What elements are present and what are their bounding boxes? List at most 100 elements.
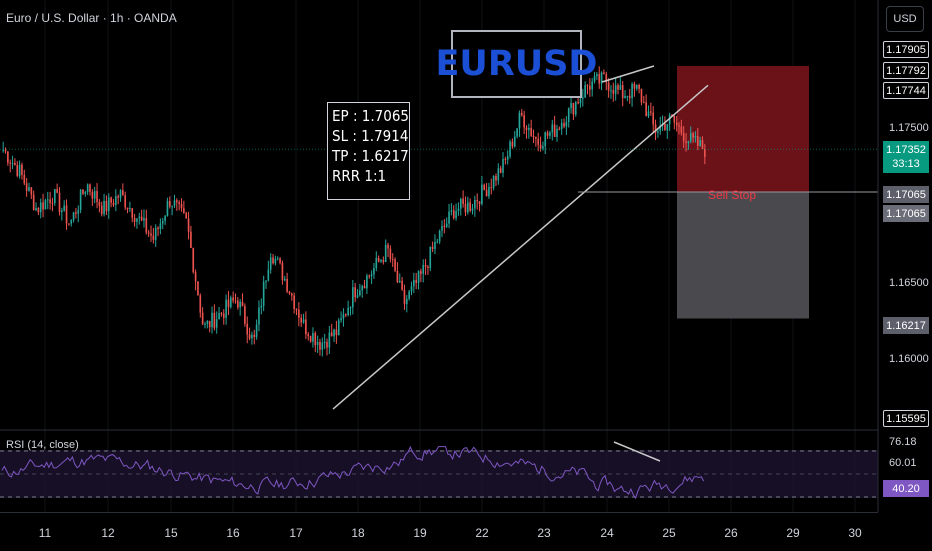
candle-body [356,295,359,298]
trendline[interactable] [332,84,709,410]
candle-body [190,231,192,248]
candle-body [405,298,408,305]
candle-body [532,135,535,137]
candle-body [354,287,356,298]
entry-price-tag-2: 1.17065 [883,205,929,222]
candle-body [391,258,394,260]
candle-body [143,218,145,221]
candle-body [335,329,338,336]
take-profit-text: TP : 1.6217 [332,147,409,165]
candle-body [79,189,82,211]
candle-body [53,189,56,204]
candle-body [647,111,650,117]
time-label: 11 [38,526,52,540]
candle-body [187,218,190,232]
price-tag-2: 1.17792 [883,62,929,79]
time-label: 16 [226,526,240,540]
candle-body [211,312,213,328]
rsi-value-tag: 40.20 [883,480,929,497]
rsi-level-label: 60.01 [889,457,917,469]
candle-body [150,233,152,236]
candle-body [678,125,680,127]
currency-button[interactable]: USD [886,6,924,32]
candle-body [549,132,551,136]
candle-body [312,332,314,342]
candle-body [375,258,378,268]
candle-body [607,82,610,91]
candle-body [96,191,98,203]
candle-body [70,220,73,224]
candle-body [574,102,577,115]
stop-loss-zone[interactable] [677,65,809,193]
candle-body [455,211,457,219]
candle-body [91,191,94,199]
candle-body [72,212,75,221]
candle-body [253,334,256,338]
candle-body [138,216,141,219]
candle-body [668,114,671,125]
candle-body [635,84,638,89]
candle-body [98,202,101,206]
candle-body [46,199,49,201]
candle-body [145,218,148,233]
candle-body [584,85,586,98]
trade-info-box[interactable]: EP : 1.7065 SL : 1.7914 TP : 1.6217 RRR … [327,102,410,200]
candle-body [490,187,493,189]
candle-body [675,122,678,126]
candle-body [492,175,495,188]
divergence-line-top[interactable] [601,65,655,83]
candle-body [126,207,129,210]
rsi-divergence-line[interactable] [613,441,661,462]
candle-body [619,85,622,90]
candle-body [267,269,270,281]
time-label: 17 [289,526,303,540]
candle-body [340,318,342,321]
take-profit-zone[interactable] [677,192,809,319]
candle-body [563,123,565,127]
candle-body [612,90,615,94]
candle-body [84,191,87,194]
candle-body [476,200,479,202]
candle-body [269,257,272,270]
candle-body [652,112,655,125]
candle-body [326,342,328,348]
candle-body [176,200,178,203]
candle-body [75,212,77,214]
eurusd-title-box[interactable]: EURUSD [436,30,597,98]
candle-body [520,112,523,116]
candle-body [387,244,389,249]
candle-body [89,184,91,192]
candle-body [518,112,521,129]
candle-body [415,280,418,283]
candle-body [474,200,476,209]
candle-body [471,208,474,211]
candle-body [642,102,645,104]
candle-body [673,115,676,123]
candle-body [560,123,563,129]
candle-body [157,227,159,229]
candle-body [626,95,629,97]
time-axis[interactable] [0,512,878,551]
candle-body [546,132,549,136]
candle-body [696,136,699,146]
candle-body [495,175,497,181]
candle-body [63,205,66,211]
candle-body [417,271,420,283]
candle-body [103,200,105,215]
candle-body [640,88,643,103]
candle-body [659,125,662,132]
rsi-legend[interactable]: RSI (14, close) [6,439,79,451]
candle-body [485,190,488,197]
candle-body [680,126,683,134]
candle-body [528,127,530,130]
candle-body [523,115,525,128]
candle-body [624,95,626,98]
candle-body [281,263,284,281]
price-label: 1.16500 [889,277,929,289]
candle-body [330,332,333,337]
candle-body [260,305,263,308]
candle-body [321,342,324,350]
candle-body [232,297,234,301]
candle-body [251,334,253,339]
